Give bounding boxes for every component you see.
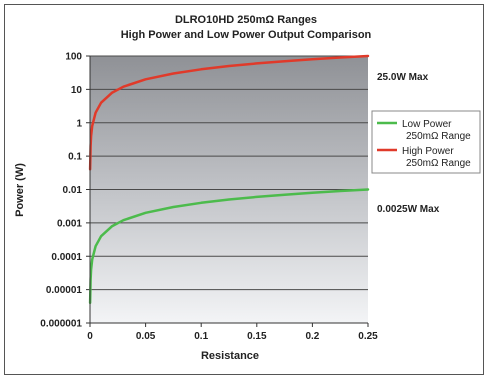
annotation-high-max: 25.0W Max [377,72,429,83]
legend-label-high-power-line2: 250mΩ Range [406,158,471,169]
y-tick-label-2: 1 [76,118,82,129]
y-tick-label-0: 100 [65,52,82,63]
x-tick-label-1: 0.05 [136,331,156,342]
chart-title: DLRO10HD 250mΩ Ranges [175,14,317,26]
x-tick-label-3: 0.15 [247,331,267,342]
y-tick-label-4: 0.01 [63,185,83,196]
y-tick-label-1: 10 [71,85,83,96]
x-tick-labels: 0 0.05 0.1 0.15 0.2 0.25 [87,323,378,342]
annotation-low-max: 0.0025W Max [377,204,440,215]
y-axis-label: Power (W) [14,163,26,217]
y-tick-label-3: 0.1 [68,152,82,163]
x-tick-label-5: 0.25 [358,331,378,342]
legend-label-low-power-line2: 250mΩ Range [406,131,471,142]
series-line-low-power [88,188,370,305]
x-tick-label-0: 0 [87,331,93,342]
y-tick-label-5: 0.001 [57,218,82,229]
legend: Low Power 250mΩ Range High Power 250mΩ R… [371,110,481,174]
chart-frame: DLRO10HD 250mΩ Ranges High Power and Low… [4,4,484,375]
y-tick-labels: 100 10 1 0.1 0.01 0.001 0.0001 0.00001 0.000001 [40,52,82,330]
legend-label-high-power: High Power 250mΩ Range [402,146,471,169]
legend-label-low-power: Low Power 250mΩ Range [402,119,471,142]
gridlines [86,55,368,324]
legend-box [371,110,481,174]
x-tick-label-2: 0.1 [194,331,208,342]
x-tick-label-4: 0.2 [305,331,319,342]
chart-subtitle: High Power and Low Power Output Comparis… [121,29,372,41]
y-tick-label-7: 0.00001 [46,285,83,296]
legend-label-high-power-line1: High Power [402,146,454,157]
y-tick-label-6: 0.0001 [51,252,82,263]
y-tick-label-8: 0.000001 [40,319,82,330]
chart: DLRO10HD 250mΩ Ranges High Power and Low… [14,14,481,362]
x-axis-label: Resistance [201,350,259,362]
series-line-high-power [88,54,370,171]
series-lines [88,54,370,305]
legend-label-low-power-line1: Low Power [402,119,452,130]
